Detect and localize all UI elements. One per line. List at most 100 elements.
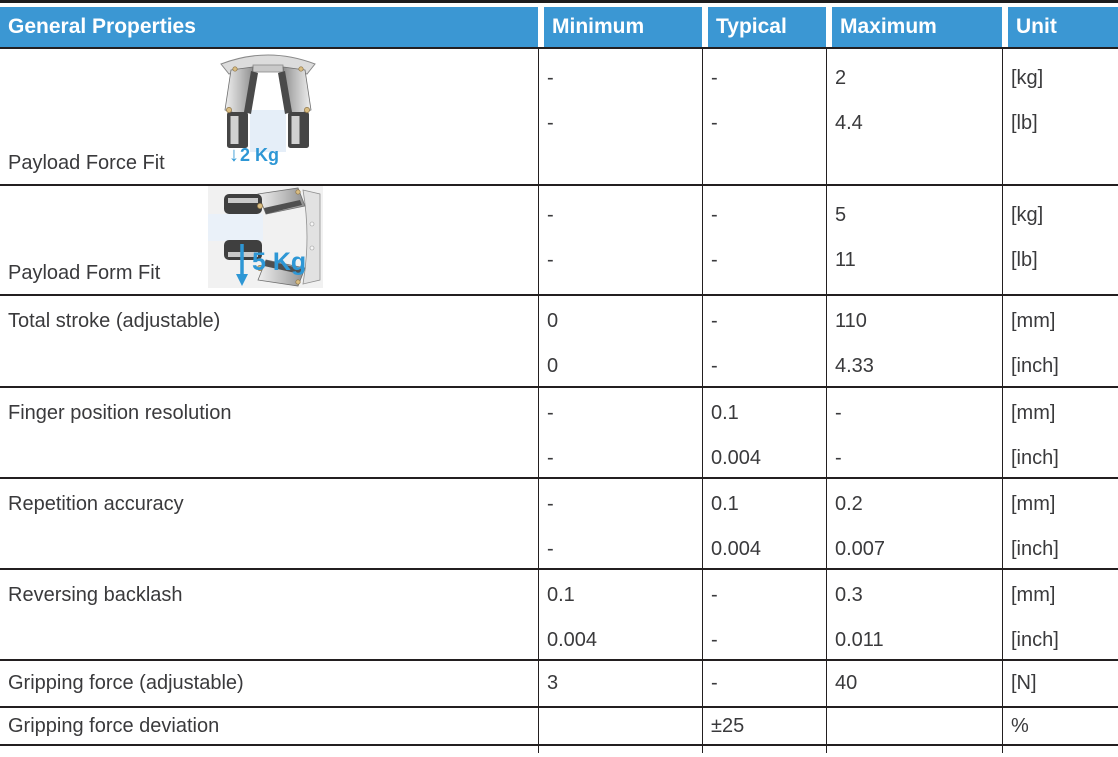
maximum-cell: 2 4.4 — [826, 49, 1002, 184]
cell-value: - — [547, 204, 554, 226]
cell-value: 110 — [835, 310, 867, 332]
cell-value: 0.007 — [835, 538, 886, 560]
cell-value: [mm] — [1011, 493, 1056, 515]
unit-cell: [kg] [lb] — [1002, 186, 1118, 294]
cell-value: - — [547, 249, 554, 271]
cell-value: - — [711, 249, 718, 271]
maximum-cell: 5 11 — [826, 186, 1002, 294]
cell-value: 0.1 — [547, 584, 575, 606]
cell-value: [lb] — [1011, 112, 1038, 134]
payload-form-fit-weight-badge: 5 Kg — [252, 248, 306, 277]
column-header-typical: Typical — [702, 7, 826, 47]
cell-value: [inch] — [1011, 355, 1059, 377]
typical-cell: ±25 — [702, 708, 826, 744]
column-header-maximum: Maximum — [826, 7, 1002, 47]
typical-cell: - - — [702, 186, 826, 294]
unit-cell: [mm] [inch] — [1002, 296, 1118, 386]
row-label: Payload Form Fit — [8, 262, 161, 284]
table-row-payload-form-fit: 5 Kg Payload Form Fit - - - - 5 11 [kg] … — [0, 184, 1118, 294]
cell-value: 0.004 — [711, 447, 762, 469]
table-row-repetition-accuracy: Repetition accuracy - - 0.1 0.004 0.2 0.… — [0, 477, 1118, 568]
cell-value: 4.4 — [835, 112, 863, 134]
cell-value: [mm] — [1011, 310, 1056, 332]
cell-value: 0.004 — [711, 538, 762, 560]
cell-value: - — [711, 310, 718, 332]
table-row-reversing-backlash: Reversing backlash 0.1 0.004 - - 0.3 0.0… — [0, 568, 1118, 659]
cell-value: - — [547, 493, 554, 515]
cell-value: - — [711, 204, 718, 226]
payload-force-fit-weight-badge: ↓ 2 Kg — [229, 145, 279, 165]
cell-value: 0.004 — [547, 629, 598, 651]
cell-value: 5 — [835, 204, 847, 226]
cell-value: 0.3 — [835, 584, 863, 606]
cell-value: - — [835, 402, 842, 424]
cell-value: - — [711, 112, 718, 134]
unit-cell: % — [1002, 708, 1118, 744]
cell-value: 0 — [547, 355, 559, 377]
unit-cell: [kg] [lb] — [1002, 49, 1118, 184]
cell-value: 4.33 — [835, 355, 874, 377]
property-cell: Reversing backlash — [0, 570, 538, 659]
minimum-cell: - - — [538, 388, 702, 477]
property-cell: Finger position resolution — [0, 388, 538, 477]
minimum-cell: 0.1 0.004 — [538, 570, 702, 659]
cell-value: 0.2 — [835, 493, 863, 515]
cell-value: 2 — [835, 67, 847, 89]
cell-value: [N] — [1011, 672, 1037, 694]
gripper-form-fit-illustration — [208, 186, 323, 288]
cell-value: - — [547, 538, 554, 560]
unit-cell — [1002, 746, 1118, 753]
cell-value: 0.1 — [711, 402, 739, 424]
cell-value: - — [711, 672, 718, 694]
cell-value: 0.1 — [711, 493, 739, 515]
cell-value: 40 — [835, 672, 858, 694]
unit-cell: [mm] [inch] — [1002, 570, 1118, 659]
maximum-cell: 110 4.33 — [826, 296, 1002, 386]
cell-value: [kg] — [1011, 67, 1044, 89]
row-label: Finger position resolution — [8, 402, 232, 424]
cell-value: - — [547, 402, 554, 424]
table-row-finger-position-resolution: Finger position resolution - - 0.1 0.004… — [0, 386, 1118, 477]
minimum-cell — [538, 746, 702, 753]
cell-value: - — [547, 112, 554, 134]
cell-value: [inch] — [1011, 447, 1059, 469]
row-label: Gripping force (adjustable) — [8, 672, 244, 694]
unit-cell: [mm] [inch] — [1002, 388, 1118, 477]
table-title: General Properties — [8, 15, 196, 38]
property-cell: Repetition accuracy — [0, 479, 538, 568]
weight-label: 5 Kg — [252, 248, 307, 276]
property-cell: Gripping force (adjustable) — [0, 661, 538, 706]
cell-value: - — [711, 584, 718, 606]
maximum-cell — [826, 746, 1002, 753]
row-label: Repetition accuracy — [8, 493, 184, 515]
maximum-cell — [826, 708, 1002, 744]
gripper-force-fit-image — [212, 54, 324, 154]
cell-value: 0.011 — [835, 629, 884, 651]
cell-value: [inch] — [1011, 629, 1059, 651]
gripper-form-fit-image — [208, 186, 323, 288]
cell-value: % — [1011, 714, 1029, 737]
property-cell: Gripping force deviation — [0, 708, 538, 744]
minimum-cell: 3 — [538, 661, 702, 706]
typical-cell: - — [702, 661, 826, 706]
typical-cell: - - — [702, 296, 826, 386]
maximum-cell: - - — [826, 388, 1002, 477]
page-top-border — [0, 0, 1118, 3]
minimum-cell: - - — [538, 479, 702, 568]
cell-value: - — [547, 67, 554, 89]
cell-value: - — [711, 355, 718, 377]
cell-value: - — [711, 629, 718, 651]
cell-value: - — [711, 67, 718, 89]
spacer — [0, 3, 1118, 7]
cell-value: [kg] — [1011, 204, 1044, 226]
table-header: General Properties Minimum Typical Maxim… — [0, 7, 1118, 47]
arrow-down-icon: ↓ — [229, 144, 239, 166]
typical-cell: 0.1 0.004 — [702, 479, 826, 568]
maximum-cell: 40 — [826, 661, 1002, 706]
unit-cell: [mm] [inch] — [1002, 479, 1118, 568]
minimum-cell: - - — [538, 186, 702, 294]
property-cell: ↓ 2 Kg Payload Force Fit — [0, 49, 538, 184]
cell-value: ±25 — [711, 714, 745, 737]
cell-value: 11 — [835, 249, 856, 271]
